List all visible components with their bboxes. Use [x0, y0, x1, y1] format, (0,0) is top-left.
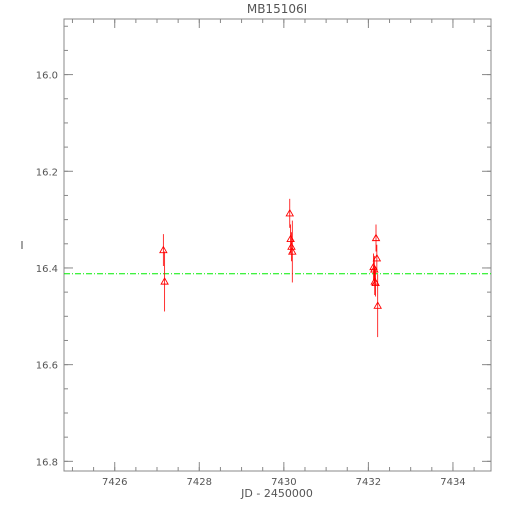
x-tick-label: 7426	[102, 477, 127, 488]
data-points	[159, 198, 382, 338]
data-point-triangle	[372, 253, 382, 262]
y-tick-label: 16.0	[36, 71, 58, 82]
axis-tick-labels: 7426 7428 7430 7432 7434 16.0 16.2 16.4 16.6 16.8	[36, 71, 466, 488]
y-axis-label: I	[20, 239, 23, 252]
x-tick-label: 7434	[440, 477, 465, 488]
axis-ticks	[64, 19, 491, 471]
data-point-triangle	[369, 262, 378, 271]
y-tick-label: 16.8	[36, 457, 58, 468]
x-axis-label: JD - 2450000	[240, 487, 313, 500]
data-point-triangle	[370, 265, 379, 273]
plot-frame	[63, 18, 492, 472]
data-point-triangle	[373, 301, 382, 309]
chart-title: MB15106I	[247, 2, 307, 16]
x-tick-label: 7430	[271, 477, 296, 488]
y-tick-label: 16.4	[36, 264, 58, 275]
y-tick-label: 16.2	[36, 167, 58, 178]
x-tick-label: 7428	[187, 477, 212, 488]
y-tick-label: 16.6	[36, 361, 58, 372]
data-point-triangle	[371, 233, 381, 242]
data-point-triangle	[160, 277, 169, 285]
data-point-triangle	[159, 245, 168, 254]
x-tick-label: 7432	[356, 477, 381, 488]
data-point-triangle	[285, 208, 295, 217]
data-point-triangle	[288, 247, 297, 255]
